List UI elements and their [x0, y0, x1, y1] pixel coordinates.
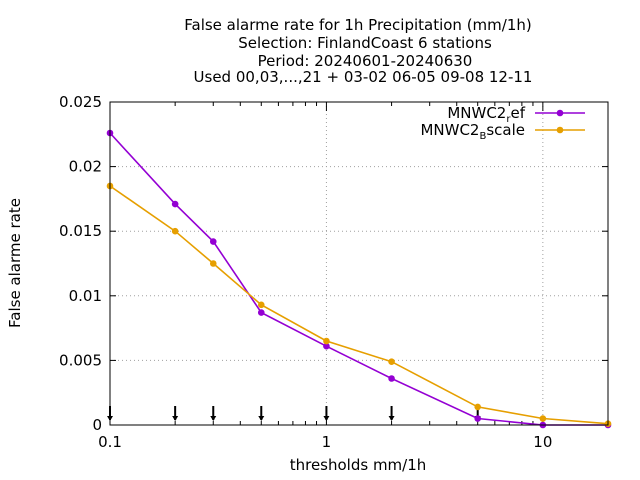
- y-tick-label: 0.02: [69, 158, 102, 176]
- y-tick-label: 0.015: [59, 222, 102, 240]
- x-tick-label: 0.1: [98, 433, 122, 451]
- legend-marker-MNWC2_ref: [556, 109, 564, 117]
- legend-rest: ef: [510, 104, 525, 122]
- legend-subscript: r: [506, 114, 511, 125]
- y-tick-label: 0.01: [69, 287, 102, 305]
- x-axis-ticks: 0.1 1 10: [98, 102, 552, 451]
- x-axis-label: thresholds mm/1h: [290, 456, 427, 474]
- y-tick-label: 0: [92, 416, 102, 434]
- data-point-MNWC2_ref: [323, 342, 330, 350]
- data-point-MNWC2_ref: [474, 415, 481, 422]
- data-point-MNWC2_Bscale: [388, 358, 395, 365]
- data-point-MNWC2_Bscale: [474, 403, 481, 411]
- data-point-MNWC2_Bscale: [323, 337, 330, 345]
- title-line-4: Used 00,03,...,21 + 03-02 06-05 09-08 12…: [194, 68, 533, 86]
- series-lines: [106, 129, 612, 429]
- series-line-MNWC2_ref: [109, 132, 608, 426]
- threshold-marker-head: [388, 416, 395, 421]
- legend-rest: scale: [486, 121, 525, 139]
- legend-main: MNWC2: [420, 121, 479, 139]
- legend-main: MNWC2: [447, 104, 506, 122]
- data-point-MNWC2_Bscale: [171, 227, 179, 235]
- data-point-MNWC2_Bscale: [209, 260, 217, 267]
- title-line-1: False alarme rate for 1h Precipitation (…: [184, 16, 532, 34]
- title-line-2: Selection: FinlandCoast 6 stations: [238, 34, 492, 52]
- y-axis-ticks: 0 0.005 0.01 0.015 0.02 0.025: [59, 93, 608, 434]
- data-point-MNWC2_ref: [257, 309, 265, 316]
- y-axis-label: False alarme rate: [6, 198, 24, 328]
- grid: [110, 102, 608, 425]
- series-line-MNWC2_Bscale: [109, 185, 609, 425]
- legend-marker-MNWC2_Bscale: [556, 126, 564, 134]
- data-point-MNWC2_ref: [209, 238, 217, 245]
- data-point-MNWC2_ref: [388, 375, 395, 382]
- data-point-MNWC2_Bscale: [257, 301, 265, 309]
- data-point-MNWC2_Bscale: [539, 415, 547, 422]
- data-point-MNWC2_ref: [171, 200, 179, 208]
- threshold-marker-head: [210, 416, 217, 421]
- x-tick-label: 10: [533, 433, 552, 451]
- legend-subscript: B: [479, 131, 486, 142]
- plot-frame: [109, 101, 609, 426]
- title-line-3: Period: 20240601-20240630: [258, 52, 473, 70]
- threshold-markers: [107, 406, 481, 421]
- legend-label-MNWC2_Bscale: MNWC2Bscale: [420, 121, 525, 142]
- x-tick-label: 1: [322, 433, 332, 451]
- chart-title: False alarme rate for 1h Precipitation (…: [184, 16, 532, 86]
- threshold-marker-head: [258, 416, 265, 421]
- y-tick-label: 0.005: [59, 351, 102, 369]
- threshold-marker-head: [172, 416, 179, 421]
- threshold-marker-head: [323, 416, 330, 421]
- y-tick-label: 0.025: [59, 93, 102, 111]
- legend-label-MNWC2_ref: MNWC2ref: [447, 104, 525, 125]
